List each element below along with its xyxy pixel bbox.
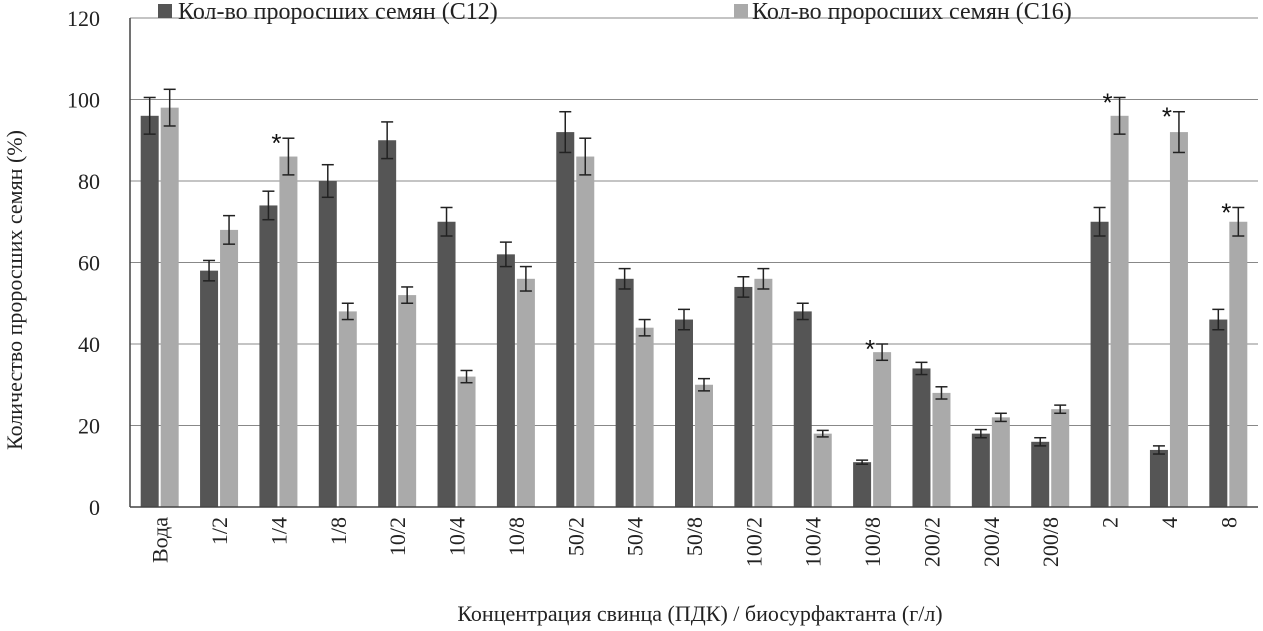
bar-c16	[1051, 409, 1070, 507]
bar-c16	[873, 352, 892, 507]
error-bars-group	[143, 88, 1245, 465]
x-tick-label: 2	[1098, 517, 1123, 528]
y-axis-title: Количество проросших семян (%)	[2, 130, 27, 450]
x-tick-label: 200/8	[1038, 517, 1063, 567]
legend-label-c12: Кол-во проросших семян (С12)	[178, 0, 498, 25]
legend-swatch-c12	[158, 4, 172, 18]
bar-c12	[1209, 319, 1228, 507]
x-tick-label: 100/4	[801, 517, 826, 567]
significance-star: *	[1162, 102, 1172, 132]
legend: Кол-во проросших семян (С12) Кол-во прор…	[158, 0, 1072, 25]
bar-c16	[338, 311, 357, 507]
bar-c12	[912, 368, 931, 507]
x-tick-label: 50/2	[563, 517, 588, 556]
x-tick-label: 100/2	[741, 517, 766, 567]
x-tick-label: 200/4	[979, 517, 1004, 567]
bar-c12	[200, 270, 219, 507]
x-tick-label: 100/8	[860, 517, 885, 567]
bar-c16	[635, 327, 654, 507]
x-tick-label: 10/4	[445, 517, 470, 556]
bar-c12	[437, 221, 456, 507]
x-tick-labels: Вода 1/2 1/4 1/8 10/2 10/4 10/8 50/2 50/4 50/8 100…	[148, 517, 1242, 567]
y-tick-label: 80	[78, 169, 100, 194]
x-tick-label: 10/8	[504, 517, 529, 556]
bar-c16	[1229, 221, 1248, 507]
significance-star: *	[1221, 197, 1231, 227]
bar-c16	[932, 392, 951, 507]
y-tick-label: 100	[67, 88, 100, 113]
bar-c12	[734, 286, 753, 507]
bar-c12	[1090, 221, 1109, 507]
grid-lines	[130, 17, 1258, 426]
significance-star: *	[271, 128, 281, 158]
significance-star: *	[1103, 87, 1113, 117]
bar-c12	[318, 181, 337, 507]
bar-c16	[516, 278, 535, 507]
y-tick-labels: 0 20 40 60 80 100 120	[67, 6, 100, 520]
bar-c16	[279, 156, 298, 508]
bar-c16	[1110, 115, 1129, 508]
bars-group	[140, 107, 1248, 508]
bar-c16	[160, 107, 179, 508]
significance-star: *	[865, 334, 875, 364]
bar-c16	[398, 295, 417, 507]
bar-c12	[496, 254, 515, 507]
significance-markers: * * * * *	[271, 87, 1231, 364]
x-axis-title: Концентрация свинца (ПДК) / биосурфактан…	[457, 601, 942, 626]
bar-c12	[259, 205, 278, 507]
bar-c16	[754, 278, 773, 507]
bar-c12	[971, 433, 990, 507]
bar-c16	[695, 384, 713, 507]
bar-c12	[140, 115, 159, 508]
axes	[129, 18, 1258, 508]
y-tick-label: 40	[78, 332, 100, 357]
x-tick-label: 1/4	[266, 517, 291, 545]
bar-c12	[675, 319, 693, 507]
x-tick-label: Вода	[148, 517, 173, 563]
x-tick-label: 1/2	[207, 517, 232, 545]
bar-c16	[220, 229, 239, 507]
y-tick-label: 120	[67, 6, 100, 31]
bar-c16	[457, 376, 476, 507]
x-tick-label: 1/8	[326, 517, 351, 545]
bar-c12	[556, 132, 575, 507]
bar-c12	[615, 278, 634, 507]
x-tick-label: 50/4	[623, 517, 648, 556]
legend-swatch-c16	[734, 4, 748, 18]
x-tick-label: 50/8	[682, 517, 707, 556]
x-tick-label: 8	[1216, 517, 1241, 528]
bar-c12	[1031, 441, 1050, 507]
x-tick-label: 4	[1157, 517, 1182, 528]
y-tick-label: 60	[78, 251, 100, 276]
bar-c16	[1169, 132, 1188, 507]
y-tick-label: 20	[78, 414, 100, 439]
bar-c12	[853, 462, 872, 507]
bar-c16	[576, 156, 595, 508]
bar-c16	[991, 417, 1010, 507]
bar-c12	[793, 311, 812, 507]
x-tick-label: 10/2	[385, 517, 410, 556]
bar-c16	[813, 433, 832, 507]
y-tick-label: 0	[89, 495, 100, 520]
bar-c12	[1149, 449, 1168, 507]
x-tick-label: 200/2	[919, 517, 944, 567]
legend-label-c16: Кол-во проросших семян (С16)	[752, 0, 1072, 25]
bar-c12	[378, 140, 397, 507]
